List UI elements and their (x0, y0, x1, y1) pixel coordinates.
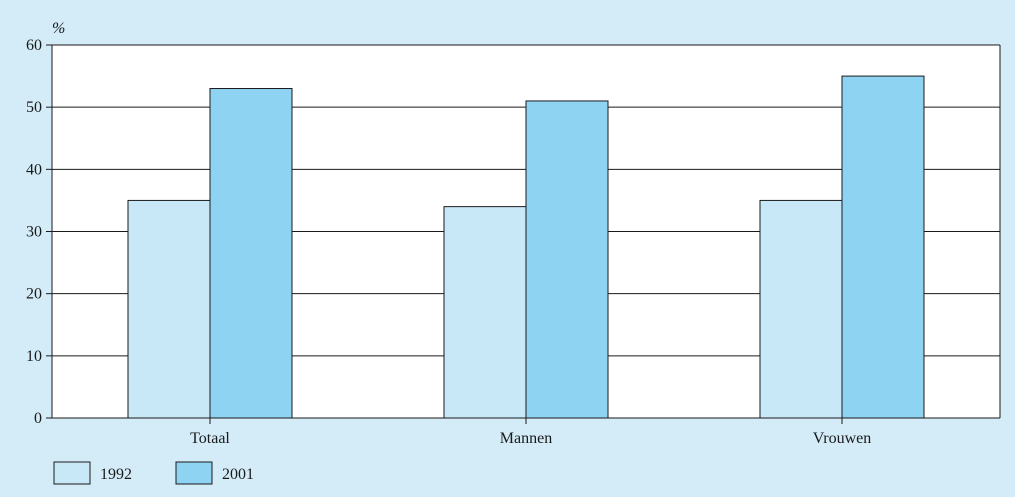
bars (127, 75, 925, 419)
legend: 1992 2001 (53, 461, 254, 485)
legend-label-2001: 2001 (222, 466, 254, 483)
legend-swatch-2001 (175, 461, 213, 485)
x-tick-label: Mannen (500, 430, 552, 447)
bar-2001-totaal (209, 88, 293, 419)
bar-2001-vrouwen (841, 75, 925, 419)
bar-1992-mannen (443, 206, 527, 419)
x-tick-label: Totaal (190, 430, 230, 447)
y-tick-label: 10 (26, 348, 42, 365)
y-tick-label: 60 (26, 37, 42, 54)
y-tick-label: 40 (26, 161, 42, 178)
y-tick-label: 20 (26, 286, 42, 303)
x-tick-labels: Totaal Mannen Vrouwen (190, 418, 871, 447)
bar-1992-vrouwen (759, 199, 843, 419)
y-axis-unit-label: % (52, 20, 65, 37)
x-tick-label: Vrouwen (813, 430, 872, 447)
y-tick-labels: 0 10 20 30 40 50 60 (26, 37, 42, 427)
legend-swatch-1992 (53, 461, 91, 485)
bar-1992-totaal (127, 199, 211, 419)
legend-label-1992: 1992 (100, 466, 132, 483)
y-tick-label: 0 (34, 410, 42, 427)
y-tick-label: 50 (26, 99, 42, 116)
bar-2001-mannen (525, 100, 609, 419)
y-tick-label: 30 (26, 224, 42, 241)
